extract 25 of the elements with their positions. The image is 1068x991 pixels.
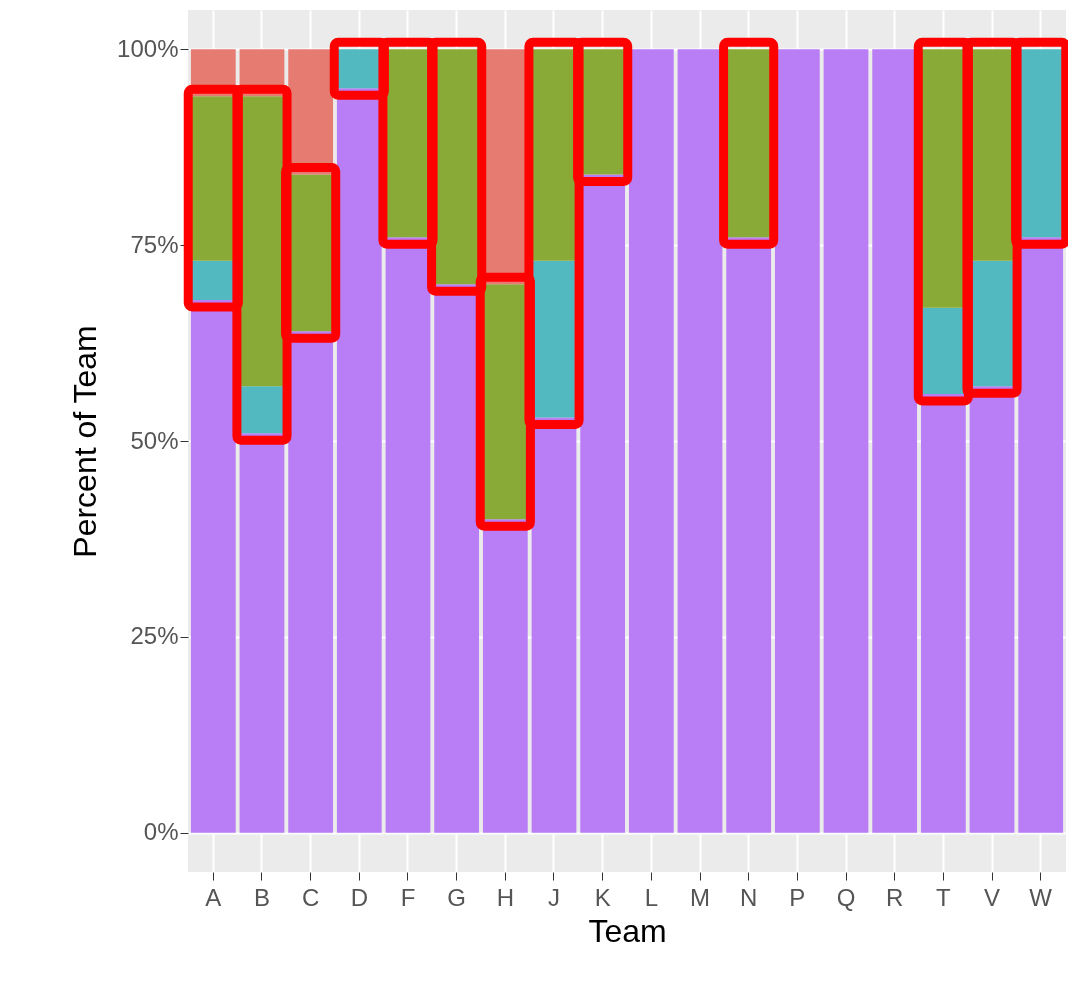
x-tick-label: F — [400, 883, 416, 911]
y-tick-label: 75% — [130, 230, 179, 258]
x-tick-label: D — [350, 883, 368, 911]
x-tick-label: A — [205, 883, 222, 911]
x-tick-label: J — [548, 883, 560, 911]
x-tick-label: K — [594, 883, 611, 911]
x-tick-label: G — [447, 883, 466, 911]
x-tick-label: Q — [836, 883, 856, 911]
x-axis-title: Team — [588, 912, 667, 949]
x-tick-label: H — [496, 883, 514, 911]
y-tick-label: 0% — [143, 818, 179, 846]
x-tick-label: L — [644, 883, 659, 911]
x-tick-label: V — [984, 883, 1001, 911]
x-tick-label: W — [1029, 883, 1053, 911]
y-tick-label: 25% — [130, 622, 179, 650]
x-tick-label: C — [301, 883, 320, 911]
y-tick-label: 50% — [130, 426, 179, 454]
y-tick-label: 100% — [117, 34, 179, 62]
y-axis-title: Percent of Team — [67, 325, 104, 558]
x-tick-label: B — [253, 883, 270, 911]
x-tick-label: P — [789, 883, 806, 911]
x-tick-label: N — [740, 883, 758, 911]
x-tick-label: M — [690, 883, 710, 911]
x-tick-label: R — [886, 883, 904, 911]
x-tick-label: T — [936, 883, 952, 911]
